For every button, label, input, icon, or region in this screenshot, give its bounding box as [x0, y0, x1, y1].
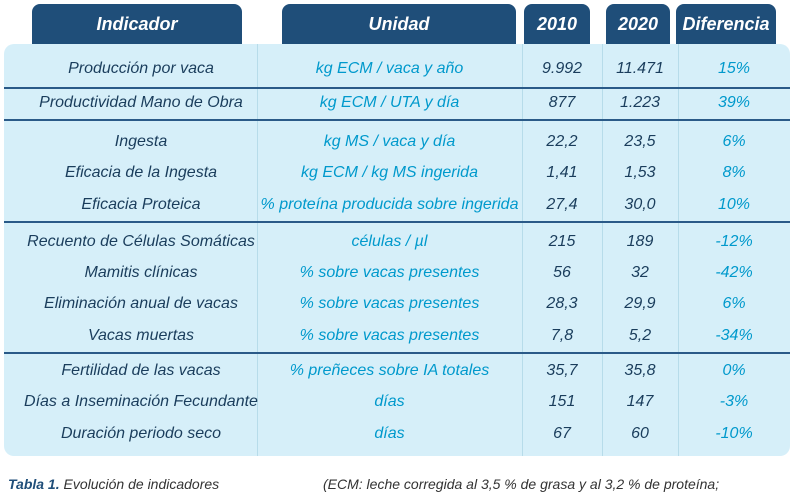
caption-label: Tabla 1. — [8, 476, 60, 492]
table-row: Eficacia de la Ingesta kg ECM / kg MS in… — [4, 157, 790, 188]
header-2010: 2010 — [524, 4, 590, 44]
cell-indicador: Eliminación anual de vacas — [44, 294, 238, 312]
cell-indicador: Productividad Mano de Obra — [39, 93, 243, 111]
cell-2010: 27,4 — [546, 195, 578, 213]
cell-diferencia: 39% — [717, 93, 751, 111]
cell-2010: 151 — [548, 392, 576, 410]
column-divider — [678, 44, 679, 456]
cell-diferencia: -42% — [715, 263, 753, 281]
table-caption: Tabla 1. Evolución de indicadores — [8, 476, 219, 492]
cell-2020: 189 — [626, 232, 654, 250]
cell-unidad: % proteína producida sobre ingerida — [260, 195, 519, 213]
cell-diferencia: -10% — [715, 424, 753, 442]
cell-diferencia: -12% — [715, 232, 753, 250]
cell-unidad: kg ECM / kg MS ingerida — [301, 163, 478, 181]
cell-diferencia: -3% — [719, 392, 749, 410]
cell-2020: 60 — [631, 424, 649, 442]
table-row: Producción por vaca kg ECM / vaca y año … — [4, 53, 790, 84]
cell-2020: 147 — [626, 392, 654, 410]
group-divider — [4, 221, 790, 223]
cell-2020: 29,9 — [624, 294, 656, 312]
table-row: Productividad Mano de Obra kg ECM / UTA … — [4, 87, 790, 118]
cell-2010: 22,2 — [546, 132, 578, 150]
cell-indicador: Mamitis clínicas — [84, 263, 198, 281]
cell-diferencia: 6% — [722, 294, 746, 312]
header-indicador: Indicador — [32, 4, 242, 44]
table-row: Recuento de Células Somáticas células / … — [4, 226, 790, 257]
row-divider — [4, 87, 790, 89]
cell-2010: 215 — [548, 232, 576, 250]
table-row: Días a Inseminación Fecundante días 151 … — [4, 386, 790, 417]
cell-2010: 67 — [553, 424, 571, 442]
cell-2020: 23,5 — [624, 132, 656, 150]
table-row: Ingesta kg MS / vaca y día 22,2 23,5 6% — [4, 126, 790, 157]
table-row: Duración periodo seco días 67 60 -10% — [4, 418, 790, 449]
cell-2020: 5,2 — [628, 326, 652, 344]
cell-2020: 11.471 — [616, 59, 664, 77]
cell-2010: 877 — [548, 93, 576, 111]
cell-2010: 9.992 — [541, 59, 583, 77]
header-diferencia: Diferencia — [676, 4, 776, 44]
cell-unidad: días — [374, 392, 405, 410]
caption-text: Evolución de indicadores — [63, 476, 220, 492]
column-divider — [522, 44, 523, 456]
cell-2020: 1.223 — [619, 93, 661, 111]
cell-unidad: kg ECM / vaca y año — [315, 59, 464, 77]
cell-unidad: % sobre vacas presentes — [299, 263, 480, 281]
header-unidad: Unidad — [282, 4, 516, 44]
cell-unidad: % sobre vacas presentes — [299, 326, 480, 344]
cell-indicador: Ingesta — [114, 132, 168, 150]
cell-unidad: días — [374, 424, 405, 442]
cell-indicador: Vacas muertas — [87, 326, 195, 344]
column-divider — [257, 44, 258, 456]
group-divider — [4, 119, 790, 121]
cell-diferencia: 6% — [722, 132, 746, 150]
cell-2020: 30,0 — [624, 195, 656, 213]
table-body — [4, 44, 790, 456]
cell-unidad: kg ECM / UTA y día — [319, 93, 460, 111]
cell-2010: 56 — [553, 263, 571, 281]
cell-diferencia: 8% — [722, 163, 746, 181]
cell-diferencia: 0% — [722, 361, 746, 379]
cell-diferencia: 10% — [717, 195, 751, 213]
cell-2010: 35,7 — [546, 361, 578, 379]
cell-unidad: % preñeces sobre IA totales — [289, 361, 490, 379]
group-divider — [4, 352, 790, 354]
table-row: Vacas muertas % sobre vacas presentes 7,… — [4, 320, 790, 351]
cell-indicador: Eficacia de la Ingesta — [64, 163, 218, 181]
caption-note: (ECM: leche corregida al 3,5 % de grasa … — [323, 476, 720, 492]
cell-unidad: kg MS / vaca y día — [323, 132, 456, 150]
cell-indicador: Eficacia Proteica — [81, 195, 201, 213]
table-row: Eficacia Proteica % proteína producida s… — [4, 189, 790, 220]
cell-indicador: Producción por vaca — [68, 59, 214, 77]
column-divider — [602, 44, 603, 456]
table-row: Eliminación anual de vacas % sobre vacas… — [4, 288, 790, 319]
cell-indicador: Duración periodo seco — [60, 424, 222, 442]
cell-unidad: células / µl — [351, 232, 428, 250]
cell-indicador: Fertilidad de las vacas — [61, 361, 221, 379]
cell-indicador: Recuento de Células Somáticas — [27, 232, 255, 250]
cell-2010: 28,3 — [546, 294, 578, 312]
cell-diferencia: 15% — [717, 59, 751, 77]
cell-diferencia: -34% — [715, 326, 753, 344]
cell-2010: 7,8 — [550, 326, 574, 344]
cell-2020: 32 — [631, 263, 649, 281]
table-row: Mamitis clínicas % sobre vacas presentes… — [4, 257, 790, 288]
header-2020: 2020 — [606, 4, 670, 44]
cell-2020: 1,53 — [624, 163, 656, 181]
cell-2010: 1,41 — [546, 163, 578, 181]
cell-indicador: Días a Inseminación Fecundante — [24, 392, 258, 410]
table-row: Fertilidad de las vacas % preñeces sobre… — [4, 355, 790, 386]
cell-2020: 35,8 — [624, 361, 656, 379]
cell-unidad: % sobre vacas presentes — [299, 294, 480, 312]
